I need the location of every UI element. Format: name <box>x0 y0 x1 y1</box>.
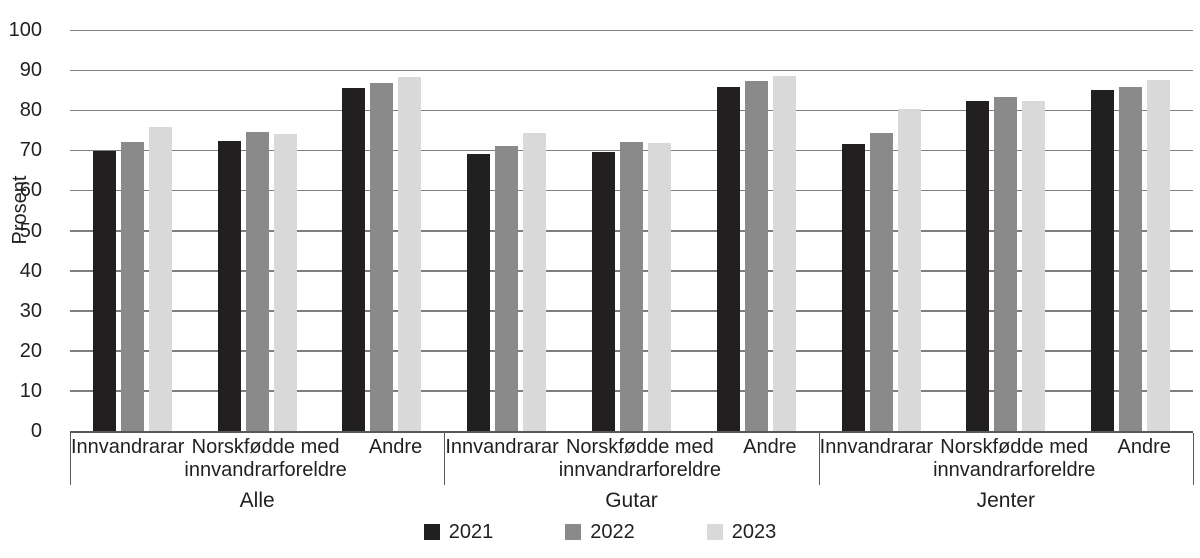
bar-2021-jenter <box>966 100 990 431</box>
y-tick-label: 90 <box>19 59 42 82</box>
bar-2022-alle <box>370 82 394 431</box>
bar-2021-gutar <box>467 154 491 431</box>
bar-2021-jenter <box>841 144 865 431</box>
bar-cluster <box>943 30 1068 431</box>
bar-2022-gutar <box>495 145 519 431</box>
legend-item-2023: 2023 <box>706 521 777 543</box>
bar-cluster <box>819 30 944 431</box>
x-category-labels: Innvandrarar Norskfødde med innvandrarfore… <box>70 433 1194 485</box>
bar-2023-jenter <box>1022 101 1046 431</box>
y-axis: 0 10 20 30 40 50 60 70 80 90 100 <box>0 20 56 441</box>
x-category-label: Norskfødde med innvandrarforeldre <box>933 433 1095 485</box>
x-category-label-line: Norskfødde med <box>191 436 340 458</box>
x-category-label: Andre <box>347 433 445 485</box>
y-tick-label: 50 <box>19 219 42 242</box>
bar-cluster <box>444 30 569 431</box>
x-category-label-line: Innvandrarar <box>71 436 185 458</box>
legend-item-2022: 2022 <box>565 521 635 543</box>
y-tick-label: 100 <box>8 19 42 41</box>
x-label-group-gutar: Innvandrarar Norskfødde med innvandrarfore… <box>444 433 818 485</box>
bar-2023-gutar <box>648 143 671 431</box>
y-tick-label: 10 <box>19 379 42 402</box>
x-category-label-line: Norskfødde med <box>940 436 1089 458</box>
bar-2021-alle <box>342 88 366 431</box>
bar-2021-alle <box>217 140 241 431</box>
x-label-group-jenter: Innvandrarar Norskfødde med innvandrarfore… <box>818 433 1193 485</box>
bar-2023-jenter <box>897 108 921 431</box>
legend-label: 2022 <box>590 521 635 543</box>
x-category-label: Andre <box>1095 433 1193 485</box>
bar-cluster <box>694 30 819 431</box>
legend-swatch <box>423 524 440 540</box>
bar-group-jenter <box>819 30 1193 431</box>
x-category-label-line: Innvandrarar <box>445 436 559 458</box>
bar-2022-jenter <box>1119 86 1143 431</box>
y-tick-label: 30 <box>19 299 42 322</box>
bar-cluster <box>1068 30 1193 431</box>
x-category-label-line: Norskfødde med <box>565 436 714 458</box>
bar-2021-alle <box>92 151 116 431</box>
legend-swatch <box>565 524 582 540</box>
gridline <box>70 29 1193 31</box>
y-tick-label: 60 <box>19 179 42 202</box>
legend-label: 2021 <box>448 521 494 543</box>
bar-2022-alle <box>245 132 269 431</box>
bar-2022-jenter <box>869 133 893 431</box>
bar-2023-alle <box>398 76 422 431</box>
bar-cluster <box>195 30 320 431</box>
bar-2021-gutar <box>592 151 615 431</box>
x-category-label: Innvandrarar <box>445 433 558 485</box>
bar-2023-alle <box>273 134 297 431</box>
bar-groups <box>70 30 1193 431</box>
bar-2022-gutar <box>620 142 643 431</box>
x-category-label-line: innvandrarforeldre <box>558 459 722 481</box>
legend-item-2021: 2021 <box>423 521 494 543</box>
y-tick-label: 80 <box>19 99 42 122</box>
legend-label: 2023 <box>731 521 777 543</box>
y-tick-label: 40 <box>19 259 42 282</box>
bar-2021-jenter <box>1091 90 1115 431</box>
y-tick-label: 0 <box>30 420 42 442</box>
x-category-label: Andre <box>721 433 819 485</box>
bar-group-alle <box>70 30 444 431</box>
x-group-labels: Alle Gutar Jenter <box>70 489 1193 513</box>
x-category-label-line: Andre <box>368 436 423 458</box>
y-tick-label: 70 <box>19 139 42 162</box>
bar-cluster <box>569 30 694 431</box>
x-category-label-line: innvandrarforeldre <box>184 459 347 481</box>
bar-2023-jenter <box>1147 80 1171 431</box>
legend: 2021 2022 2023 <box>0 521 1200 543</box>
x-category-label-line: innvandrarforeldre <box>933 459 1096 481</box>
x-group-label: Jenter <box>976 489 1035 512</box>
x-group-label: Alle <box>239 489 275 512</box>
x-category-label-line: Andre <box>743 436 797 458</box>
x-category-label: Norskfødde med innvandrarforeldre <box>559 433 721 485</box>
x-category-label: Norskfødde med innvandrarforeldre <box>184 433 346 485</box>
gridline <box>70 69 1193 72</box>
x-label-group-alle: Innvandrarar Norskfødde med innvandrarfore… <box>70 433 444 485</box>
legend-swatch <box>706 524 723 540</box>
bar-2023-gutar <box>772 75 796 431</box>
x-group-label: Gutar <box>605 489 658 512</box>
y-tick-label: 20 <box>19 339 42 362</box>
gridline <box>70 109 1193 112</box>
bar-2022-gutar <box>744 81 768 431</box>
x-category-label-line: Andre <box>1117 436 1171 458</box>
bar-group-gutar <box>444 30 818 431</box>
plot-area <box>70 29 1193 433</box>
x-category-label-line: Innvandrarar <box>819 436 934 458</box>
bar-2023-alle <box>148 127 172 431</box>
bar-cluster <box>70 30 195 431</box>
bar-2021-gutar <box>716 86 740 431</box>
bar-2022-jenter <box>994 97 1018 431</box>
bar-2022-alle <box>120 142 144 431</box>
bar-cluster <box>320 30 445 431</box>
x-category-label: Innvandrarar <box>820 433 933 485</box>
bar-2023-gutar <box>523 133 547 431</box>
x-category-label: Innvandrarar <box>71 433 184 485</box>
